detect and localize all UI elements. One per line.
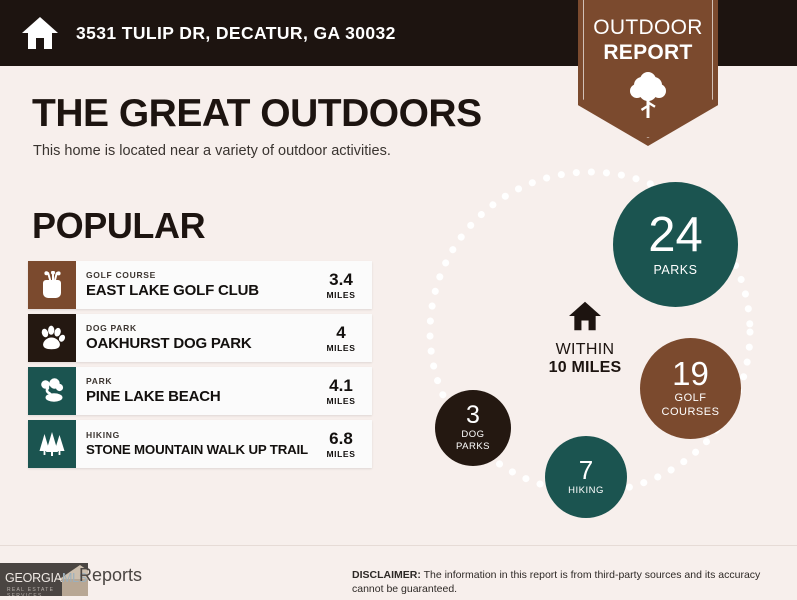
tree-icon bbox=[628, 72, 668, 125]
distance-unit: MILES bbox=[326, 448, 356, 459]
popular-heading: POPULAR bbox=[32, 205, 206, 246]
bubble-count: 7 bbox=[578, 455, 594, 486]
list-item-text: DOG PARK OAKHURST DOG PARK bbox=[76, 314, 314, 362]
diagram-center: WITHIN 10 MILES bbox=[515, 300, 655, 378]
park-trees-icon bbox=[28, 367, 76, 415]
logo-text-mls: MLS bbox=[61, 571, 88, 585]
list-item-distance: 3.4 MILES bbox=[314, 261, 372, 309]
reports-label: Reports bbox=[79, 565, 143, 585]
bubble-hiking[interactable]: 7 HIKING bbox=[545, 436, 627, 518]
bubble-label-line-2: COURSES bbox=[661, 406, 720, 419]
bubble-count: 19 bbox=[672, 355, 709, 393]
list-item-category: DOG PARK bbox=[86, 323, 137, 334]
list-item-distance: 6.8 MILES bbox=[314, 420, 372, 468]
logo-wordmark: GEORGIAMLS bbox=[5, 571, 87, 585]
list-item[interactable]: PARK PINE LAKE BEACH 4.1 MILES bbox=[28, 367, 372, 415]
distance-value: 4 bbox=[336, 322, 346, 342]
list-item-text: PARK PINE LAKE BEACH bbox=[76, 367, 314, 415]
badge-border bbox=[583, 0, 713, 138]
list-item-text: GOLF COURSE EAST LAKE GOLF CLUB bbox=[76, 261, 314, 309]
distance-value: 6.8 bbox=[329, 428, 353, 448]
distance-unit: MILES bbox=[326, 289, 356, 300]
distance-unit: MILES bbox=[326, 395, 356, 406]
bubble-label: HIKING bbox=[568, 484, 604, 496]
disclaimer-text: The information in this report is from t… bbox=[352, 569, 761, 596]
georgia-mls-logo: GEORGIAMLS REAL ESTATE SERVICES bbox=[0, 563, 88, 596]
distance-value: 3.4 bbox=[329, 269, 353, 289]
house-icon bbox=[18, 13, 62, 53]
center-line-2: 10 MILES bbox=[548, 359, 622, 377]
bubble-dog-parks[interactable]: 3 DOG PARKS bbox=[435, 390, 511, 466]
list-item[interactable]: DOG PARK OAKHURST DOG PARK 4 MILES bbox=[28, 314, 372, 362]
badge-line-2: REPORT bbox=[603, 41, 693, 64]
page-title: THE GREAT OUTDOORS bbox=[32, 92, 482, 135]
badge-line-1: OUTDOOR bbox=[593, 16, 703, 39]
logo-roof-shape bbox=[58, 565, 88, 580]
list-item-name: OAKHURST DOG PARK bbox=[86, 334, 252, 352]
bubble-label-line-1: GOLF bbox=[674, 391, 707, 404]
center-line-1: WITHIN bbox=[555, 341, 615, 358]
golf-bag-icon bbox=[28, 261, 76, 309]
disclaimer-label: DISCLAIMER: bbox=[352, 569, 421, 581]
popular-list: GOLF COURSE EAST LAKE GOLF CLUB 3.4 MILE… bbox=[28, 261, 372, 473]
list-item-name: PINE LAKE BEACH bbox=[86, 387, 221, 405]
amenities-diagram: 24 PARKS 19 GOLF COURSES 3 DOG PARKS 7 H… bbox=[400, 165, 797, 540]
logo-house-body bbox=[62, 579, 88, 596]
property-address: 3531 TULIP DR, DECATUR, GA 30032 bbox=[76, 22, 396, 43]
logo-tagline: REAL ESTATE SERVICES bbox=[7, 587, 55, 596]
list-item[interactable]: GOLF COURSE EAST LAKE GOLF CLUB 3.4 MILE… bbox=[28, 261, 372, 309]
page-subtitle: This home is located near a variety of o… bbox=[33, 143, 391, 159]
bubble-golf-courses[interactable]: 19 GOLF COURSES bbox=[640, 338, 741, 439]
bubble-label-line-2: PARKS bbox=[455, 440, 490, 452]
bubble-label: PARKS bbox=[653, 262, 698, 277]
bubble-parks[interactable]: 24 PARKS bbox=[613, 182, 738, 307]
list-item-name: EAST LAKE GOLF CLUB bbox=[86, 281, 259, 299]
footer-divider bbox=[0, 545, 797, 546]
list-item-category: GOLF COURSE bbox=[86, 270, 157, 281]
outdoor-report-badge: OUTDOOR REPORT bbox=[578, 0, 718, 146]
bubble-count: 24 bbox=[648, 208, 703, 263]
list-item-distance: 4 MILES bbox=[314, 314, 372, 362]
bubble-label-line-1: DOG bbox=[461, 428, 485, 440]
disclaimer: DISCLAIMER: The information in this repo… bbox=[352, 568, 782, 596]
list-item-category: PARK bbox=[86, 376, 113, 387]
list-item-text: HIKING STONE MOUNTAIN WALK UP TRAIL bbox=[76, 420, 314, 468]
list-item-name: STONE MOUNTAIN WALK UP TRAIL bbox=[86, 441, 308, 457]
pine-trees-icon bbox=[28, 420, 76, 468]
list-item-category: HIKING bbox=[86, 430, 120, 441]
list-item-distance: 4.1 MILES bbox=[314, 367, 372, 415]
logo-text-georgia: GEORGIA bbox=[5, 571, 62, 585]
bubble-count: 3 bbox=[466, 401, 480, 430]
house-icon bbox=[515, 300, 655, 337]
distance-value: 4.1 bbox=[329, 375, 353, 395]
dotted-circle-path bbox=[426, 168, 754, 496]
paw-icon bbox=[28, 314, 76, 362]
distance-unit: MILES bbox=[326, 342, 356, 353]
list-item[interactable]: HIKING STONE MOUNTAIN WALK UP TRAIL 6.8 … bbox=[28, 420, 372, 468]
